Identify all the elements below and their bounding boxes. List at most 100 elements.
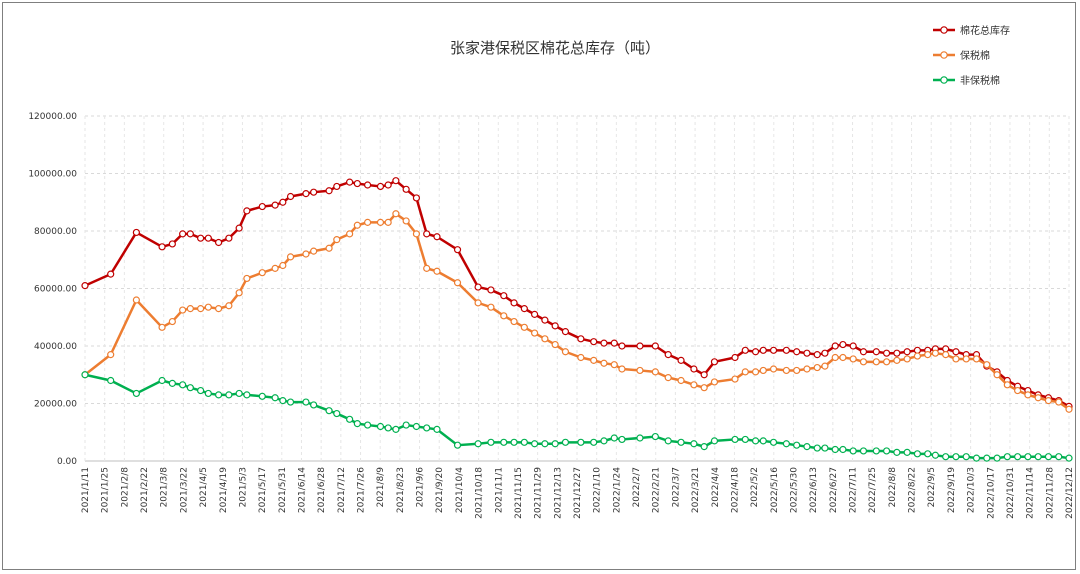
data-point xyxy=(186,305,194,313)
data-point xyxy=(590,338,598,346)
data-point xyxy=(346,415,354,423)
x-tick-label: 2021/3/8 xyxy=(160,467,170,508)
x-tick-label: 2022/4/18 xyxy=(730,467,740,513)
data-point xyxy=(541,440,549,448)
data-point xyxy=(839,445,847,454)
data-point xyxy=(577,335,585,343)
data-point xyxy=(913,450,922,458)
data-point xyxy=(1034,394,1042,402)
data-point xyxy=(353,179,361,188)
data-point xyxy=(510,438,518,446)
x-tick-label: 2021/10/18 xyxy=(475,467,485,519)
data-point xyxy=(286,192,295,201)
x-tick-label: 2022/9/19 xyxy=(947,467,957,513)
data-point xyxy=(710,358,719,366)
x-tick-label: 2022/2/21 xyxy=(652,467,662,513)
y-tick-label: 80000.00 xyxy=(34,227,77,237)
data-point xyxy=(759,437,767,445)
data-point xyxy=(782,440,790,448)
data-point xyxy=(423,264,431,272)
data-point xyxy=(510,299,518,307)
x-tick-label: 2021/12/27 xyxy=(573,467,583,519)
data-point xyxy=(849,447,857,455)
data-point xyxy=(769,438,778,446)
data-point xyxy=(677,356,685,364)
data-point xyxy=(214,305,223,313)
data-point xyxy=(310,247,318,255)
x-tick-label: 2021/5/31 xyxy=(278,467,288,513)
data-point xyxy=(158,376,166,385)
data-point xyxy=(813,363,821,372)
data-point xyxy=(942,351,950,359)
data-point xyxy=(520,305,528,313)
data-point xyxy=(931,349,940,357)
data-point xyxy=(107,376,115,385)
data-point xyxy=(551,340,559,349)
data-point xyxy=(677,376,685,385)
data-point xyxy=(204,303,212,311)
x-tick-label: 2022/4/4 xyxy=(711,467,721,508)
data-point xyxy=(235,224,243,232)
data-point xyxy=(487,303,495,311)
data-point xyxy=(636,434,644,442)
data-point xyxy=(423,230,431,238)
data-point xyxy=(651,432,659,441)
data-point xyxy=(412,194,421,202)
data-point xyxy=(204,389,212,398)
data-point xyxy=(700,384,708,392)
y-tick-label: 0.00 xyxy=(57,457,77,467)
data-point xyxy=(839,340,847,349)
x-tick-label: 2022/10/17 xyxy=(986,467,996,519)
data-point xyxy=(972,355,981,363)
data-point xyxy=(983,454,991,462)
data-point xyxy=(243,391,251,399)
x-tick-label: 2022/7/25 xyxy=(868,467,878,513)
data-point xyxy=(893,448,901,456)
x-tick-label: 2021/6/14 xyxy=(297,467,307,513)
data-point xyxy=(433,267,441,275)
data-point xyxy=(500,292,508,300)
data-point xyxy=(1044,453,1053,461)
data-point xyxy=(872,348,880,356)
legend-label: 保税棉 xyxy=(960,49,990,62)
x-tick-label: 2021/11/1 xyxy=(494,467,504,513)
x-tick-label: 2021/3/22 xyxy=(179,467,189,513)
data-point xyxy=(453,246,462,254)
data-point xyxy=(983,361,991,369)
data-point xyxy=(962,355,970,363)
data-point xyxy=(487,286,495,294)
y-tick-label: 120000.00 xyxy=(28,112,77,122)
y-tick-label: 100000.00 xyxy=(28,170,77,180)
data-point xyxy=(433,425,441,433)
x-tick-label: 2022/2/7 xyxy=(632,467,642,507)
data-point xyxy=(551,322,559,330)
data-point xyxy=(577,438,585,446)
data-point xyxy=(168,379,176,387)
data-point xyxy=(204,234,212,242)
data-point xyxy=(1034,453,1042,461)
data-point xyxy=(243,274,251,283)
data-point xyxy=(186,384,194,392)
data-point xyxy=(872,447,880,455)
data-point xyxy=(1044,397,1053,405)
data-point xyxy=(618,435,626,444)
data-point xyxy=(561,348,570,356)
data-point xyxy=(333,236,341,244)
legend-marker xyxy=(940,76,948,84)
data-point xyxy=(279,397,287,405)
data-point xyxy=(821,349,829,357)
data-point xyxy=(651,342,659,350)
data-point xyxy=(531,310,539,318)
data-point xyxy=(500,438,508,446)
data-point xyxy=(872,358,880,366)
data-point xyxy=(952,355,960,363)
data-point xyxy=(179,381,187,389)
data-point xyxy=(243,207,251,215)
data-point xyxy=(402,185,410,193)
x-tick-label: 2022/3/7 xyxy=(671,467,681,507)
data-point xyxy=(353,221,361,229)
x-tick-label: 2022/6/13 xyxy=(809,467,819,513)
data-point xyxy=(158,243,166,251)
x-tick-label: 2021/12/13 xyxy=(553,467,563,519)
